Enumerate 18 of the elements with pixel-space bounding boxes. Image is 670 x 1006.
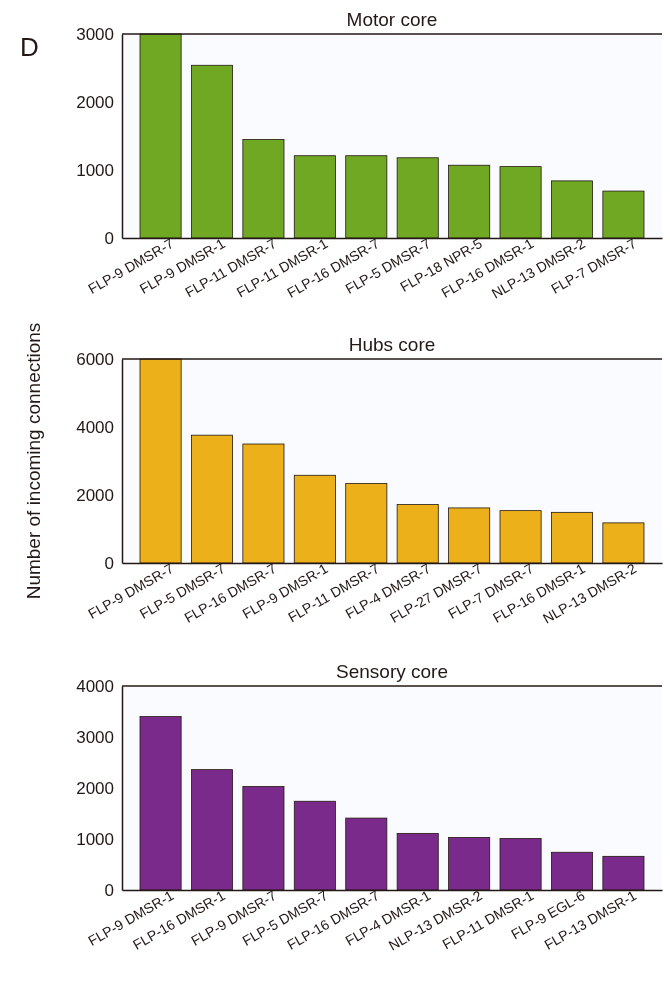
y-tick-label: 6000 bbox=[76, 349, 114, 369]
chart-title: Hubs core bbox=[348, 334, 436, 355]
y-tick-label: 0 bbox=[104, 228, 114, 248]
y-tick-label: 1000 bbox=[76, 160, 114, 180]
y-tick-label: 4000 bbox=[76, 676, 114, 696]
y-tick-label: 2000 bbox=[76, 485, 114, 505]
y-tick-label: 0 bbox=[104, 880, 114, 900]
y-tick-label: 3000 bbox=[76, 24, 114, 44]
y-tick-label: 4000 bbox=[76, 417, 114, 437]
y-tick-label: 1000 bbox=[76, 829, 114, 849]
text: D bbox=[20, 32, 39, 62]
y-axis-title: Number of incoming connections bbox=[23, 322, 44, 600]
y-tick-label: 3000 bbox=[76, 727, 114, 747]
y-tick-label: 2000 bbox=[76, 778, 114, 798]
chart-title: Motor core bbox=[346, 9, 438, 30]
chart-title: Sensory core bbox=[336, 661, 448, 682]
y-tick-label: 2000 bbox=[76, 92, 114, 112]
y-tick-label: 0 bbox=[104, 553, 114, 573]
